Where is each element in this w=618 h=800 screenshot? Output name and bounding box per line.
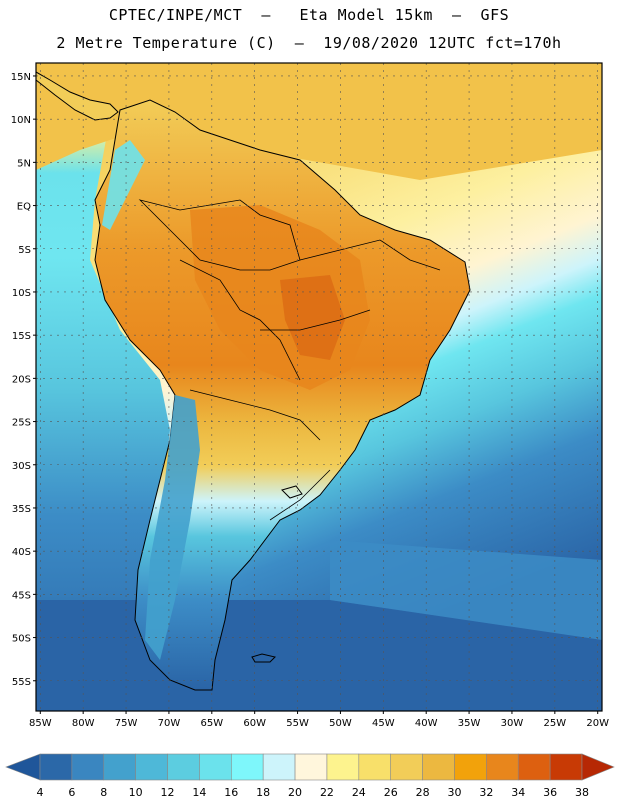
lon-label: 50W — [329, 718, 352, 729]
country-borders — [138, 199, 441, 521]
colorbar-label: 8 — [100, 786, 107, 799]
colorbar-label: 24 — [352, 786, 366, 799]
lat-label: 10N — [11, 115, 31, 126]
lat-label: 5S — [18, 245, 31, 256]
lon-label: 45W — [372, 718, 395, 729]
colorbar-label: 34 — [511, 786, 525, 799]
colorbar-label: 18 — [256, 786, 270, 799]
colorbar-swatch — [326, 753, 360, 781]
colorbar-swatch — [199, 753, 232, 781]
lon-label: 60W — [243, 718, 266, 729]
lon-label: 75W — [115, 718, 138, 729]
colorbar-label: 28 — [416, 786, 430, 799]
lon-label: 65W — [200, 718, 223, 729]
colorbar-swatch — [135, 753, 168, 781]
lat-label: 45S — [12, 590, 31, 601]
title-line-1: CPTEC/INPE/MCT – Eta Model 15km – GFS — [108, 6, 510, 24]
colorbar-swatch — [230, 753, 264, 781]
colorbar-label: 22 — [320, 786, 334, 799]
lat-label: 10S — [12, 288, 31, 299]
andes-south — [145, 395, 200, 660]
colorbar-label: 4 — [37, 786, 44, 799]
colorbar — [5, 753, 615, 781]
colorbar-label: 6 — [68, 786, 75, 799]
colorbar-swatch — [167, 753, 200, 781]
colorbar-high-arrow — [581, 753, 615, 781]
pacific-field — [36, 63, 170, 711]
colorbar-swatch — [262, 753, 296, 781]
lat-label: 20S — [12, 374, 31, 385]
lon-label: 70W — [158, 718, 181, 729]
colorbar-label: 12 — [161, 786, 175, 799]
south-america-land — [94, 99, 471, 691]
colorbar-low-arrow — [5, 753, 41, 781]
lat-label: 40S — [12, 547, 31, 558]
lon-label: 35W — [458, 718, 481, 729]
very-hot-core — [280, 275, 345, 360]
colorbar-label: 10 — [129, 786, 143, 799]
colorbar-label: 36 — [543, 786, 557, 799]
lat-label: 15S — [12, 331, 31, 342]
lat-label: 15N — [11, 72, 31, 83]
lon-label: 40W — [415, 718, 438, 729]
lat-label: 5N — [17, 158, 31, 169]
lon-label: 80W — [72, 718, 95, 729]
colorbar-label: 20 — [288, 786, 302, 799]
colorbar-swatch — [422, 753, 455, 781]
colorbar-swatch — [358, 753, 392, 781]
lon-label: 25W — [544, 718, 567, 729]
lon-label: 55W — [286, 718, 309, 729]
lat-label: 25S — [12, 418, 31, 429]
colorbar-swatch — [71, 753, 105, 781]
lat-label: 35S — [12, 504, 31, 515]
longitude-labels: 85W 80W 75W 70W 65W 60W 55W 50W 45W 40W 35W 30W 25W 2… — [29, 711, 609, 729]
lat-label: EQ — [17, 202, 31, 213]
colorbar-labels: 4 6 8 10 12 14 16 18 20 22 24 26 28 30 32 34 36 38 — [37, 786, 590, 799]
latitude-labels: 15N 10N 5N EQ 5S 10S 15S 20S 25S 30S 35S 40S 45S 50S 5… — [11, 72, 36, 688]
colorbar-swatch — [390, 753, 423, 781]
colorbar-swatch — [294, 753, 328, 781]
southern-ocean-mid — [330, 540, 602, 640]
lon-label: 85W — [29, 718, 52, 729]
map-frame — [35, 62, 603, 712]
colorbar-label: 14 — [192, 786, 206, 799]
colorbar-swatch — [549, 753, 583, 781]
lat-lon-grid — [36, 63, 602, 711]
colorbar-label: 30 — [447, 786, 461, 799]
lat-label: 50S — [12, 634, 31, 645]
caribbean-field — [36, 63, 602, 180]
colorbar-swatch — [517, 753, 551, 781]
title-line-2: 2 Metre Temperature (C) – 19/08/2020 12U… — [56, 34, 562, 52]
colorbar-label: 26 — [384, 786, 398, 799]
lat-label: 30S — [12, 461, 31, 472]
colorbar-label: 38 — [575, 786, 589, 799]
lon-label: 20W — [586, 718, 609, 729]
falkland-islands — [251, 653, 276, 663]
colorbar-swatch — [39, 753, 73, 781]
colorbar-label: 32 — [479, 786, 493, 799]
colorbar-label: 16 — [224, 786, 238, 799]
colorbar-swatch — [103, 753, 136, 781]
lon-label: 30W — [501, 718, 524, 729]
colorbar-swatch — [486, 753, 519, 781]
lat-label: 55S — [12, 677, 31, 688]
colorbar-swatch — [454, 753, 487, 781]
central-america-land — [36, 71, 119, 121]
lake — [281, 485, 303, 499]
